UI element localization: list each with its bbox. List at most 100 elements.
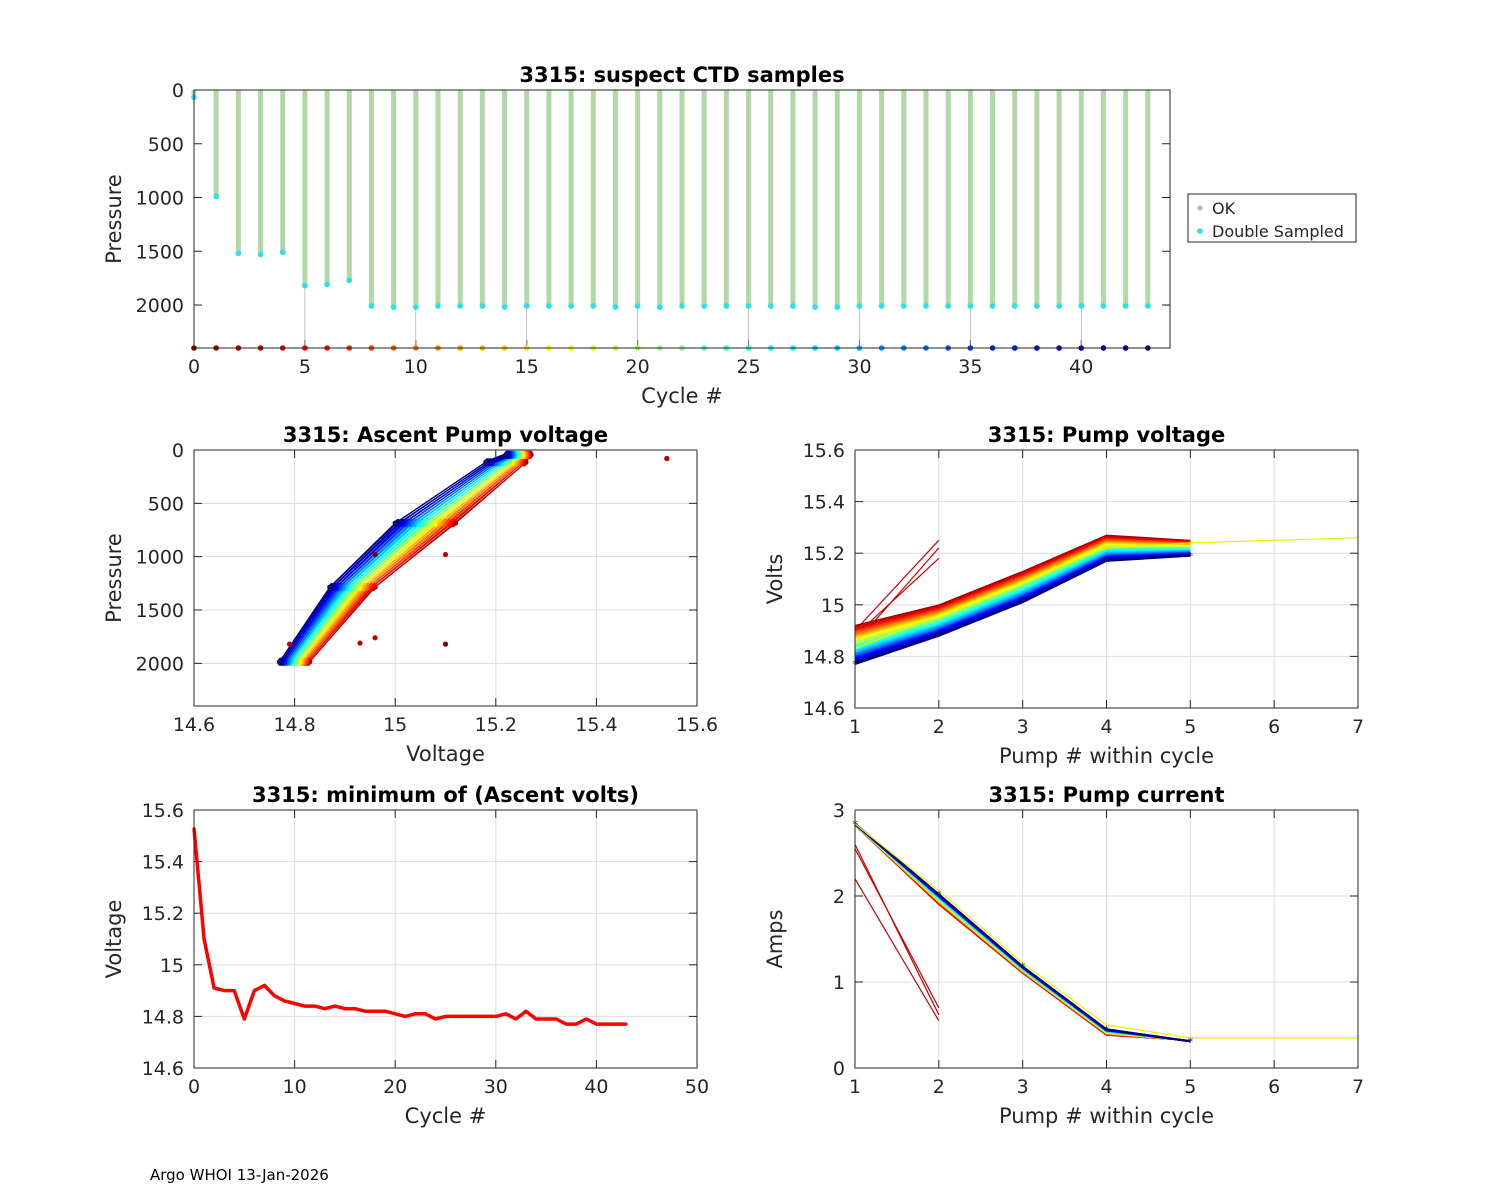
- x-tick-label: 5: [1184, 1076, 1196, 1098]
- double-sampled-point: [590, 303, 597, 309]
- double-sampled-point: [679, 303, 685, 309]
- pump-voltage-cycle-line: [854, 534, 1191, 626]
- pump-voltage-cycle-line: [854, 540, 1191, 636]
- pump-voltage-star-marker: *: [1104, 555, 1110, 568]
- double-sampled-point: [1011, 303, 1018, 309]
- legend-double-marker: [1197, 228, 1203, 234]
- min-voltage-point: [202, 937, 206, 941]
- ascent-outlier-point: [664, 455, 670, 462]
- ascent-star-marker: *: [277, 657, 283, 670]
- x-tick-label: 4: [1100, 1076, 1112, 1098]
- pump-voltage-star-marker: *: [936, 630, 942, 643]
- pump-voltage-cycle-line: [854, 538, 1191, 633]
- double-sampled-point: [1078, 303, 1085, 309]
- legend: OK Double Sampled: [1187, 193, 1357, 243]
- pump-voltage-cycle-line: [854, 540, 1191, 635]
- min-voltage-point: [625, 1022, 628, 1026]
- min-voltage-point: [373, 1010, 377, 1013]
- y-tick-label: 14.6: [803, 698, 845, 720]
- y-tick-label: 1500: [136, 241, 184, 263]
- y-axis-label: Volts: [763, 554, 787, 605]
- y-tick-label: 15.6: [142, 800, 184, 822]
- double-sampled-point: [324, 281, 330, 288]
- pump-current-star-marker: *: [1188, 1035, 1194, 1048]
- min-voltage-point: [494, 1015, 497, 1018]
- double-sampled-point: [967, 303, 974, 309]
- min-voltage-point: [313, 1004, 316, 1008]
- min-voltage-point: [474, 1015, 477, 1018]
- x-tick-label: 30: [847, 356, 871, 378]
- double-sampled-point: [390, 304, 397, 310]
- y-tick-label: 500: [148, 134, 184, 156]
- pump-voltage-series: **** *: [852, 534, 1359, 671]
- x-tick-label: 15: [515, 356, 539, 378]
- double-sampled-point: [723, 303, 730, 309]
- grid-and-ticks: 14.6 14.8 15 15.2 15.4 15.6 0 500 1000 1500 2000: [136, 440, 719, 736]
- y-tick-label: 14.6: [142, 1058, 184, 1080]
- min-voltage-series: [192, 826, 628, 1026]
- double-sampled-point: [302, 282, 308, 289]
- pump-current-star-marker: *: [1104, 1023, 1110, 1036]
- y-tick-label: 1: [833, 972, 845, 994]
- pump-voltage-cycle-line: [854, 554, 1191, 666]
- min-voltage-point: [554, 1017, 558, 1021]
- pump-voltage-cycle-line: [854, 536, 1191, 629]
- x-tick-label: 40: [1069, 356, 1093, 378]
- ascent-star-marker: *: [392, 519, 398, 532]
- double-sampled-point: [279, 249, 286, 256]
- double-sampled-point: [612, 304, 619, 310]
- long-cycle-line: [854, 823, 1358, 1039]
- ctd-marks: [191, 90, 1151, 351]
- y-tick-label: 0: [833, 1058, 845, 1080]
- double-sampled-point: [413, 304, 419, 310]
- ascent-outlier-point: [372, 635, 378, 641]
- y-tick-label: 3: [833, 800, 845, 822]
- y-tick-label: 15: [821, 595, 845, 617]
- y-axis-label: Pressure: [102, 174, 126, 264]
- axes-box: [854, 809, 1359, 1069]
- y-tick-label: 1500: [136, 600, 184, 622]
- min-voltage-point: [534, 1017, 538, 1021]
- x-tick-label: 14.8: [273, 714, 315, 736]
- x-tick-label: 6: [1268, 716, 1280, 738]
- min-voltage-point: [424, 1012, 427, 1016]
- ascent-first-cycle-point: [442, 641, 449, 647]
- chart-title: 3315: minimum of (Ascent volts): [252, 783, 639, 807]
- y-tick-label: 15.2: [142, 903, 184, 925]
- y-tick-label: 2000: [136, 295, 184, 317]
- x-tick-label: 15: [383, 714, 407, 736]
- ascent-outlier-point: [357, 640, 363, 646]
- x-tick-label: 2: [933, 1076, 945, 1098]
- pump-voltage-cycle-line: [854, 538, 1191, 632]
- y-tick-label: 2: [833, 886, 845, 908]
- min-voltage-point: [484, 1015, 487, 1018]
- min-voltage-point: [444, 1015, 447, 1018]
- y-tick-label: 1000: [136, 188, 184, 210]
- min-voltage-point: [293, 1002, 296, 1005]
- min-voltage-point: [504, 1012, 508, 1016]
- x-tick-label: 3: [1017, 1076, 1029, 1098]
- pump-voltage-cycle-line: [854, 547, 1191, 646]
- plot-background: [194, 450, 697, 706]
- pump-voltage-cycle-line: [854, 549, 1191, 650]
- x-axis-label: Voltage: [406, 742, 485, 766]
- min-voltage-point: [544, 1017, 548, 1021]
- x-axis-label: Cycle #: [405, 1104, 487, 1128]
- y-tick-label: 2000: [136, 653, 184, 675]
- x-tick-label: 20: [626, 356, 650, 378]
- y-axis-label: Pressure: [102, 533, 126, 623]
- y-axis-label: Amps: [763, 909, 787, 968]
- min-voltage-point: [283, 999, 286, 1003]
- min-voltage-point: [303, 1004, 306, 1008]
- pump-current-cycle-line: [854, 823, 1191, 1043]
- x-tick-label: 0: [188, 356, 200, 378]
- double-sampled-point: [435, 303, 441, 309]
- double-sampled-point: [790, 303, 796, 309]
- pump-voltage-cycle-line: [854, 550, 1191, 652]
- min-voltage-point: [605, 1022, 608, 1026]
- pump-voltage-cycle-line: [854, 542, 1191, 638]
- y-tick-label: 0: [172, 440, 184, 462]
